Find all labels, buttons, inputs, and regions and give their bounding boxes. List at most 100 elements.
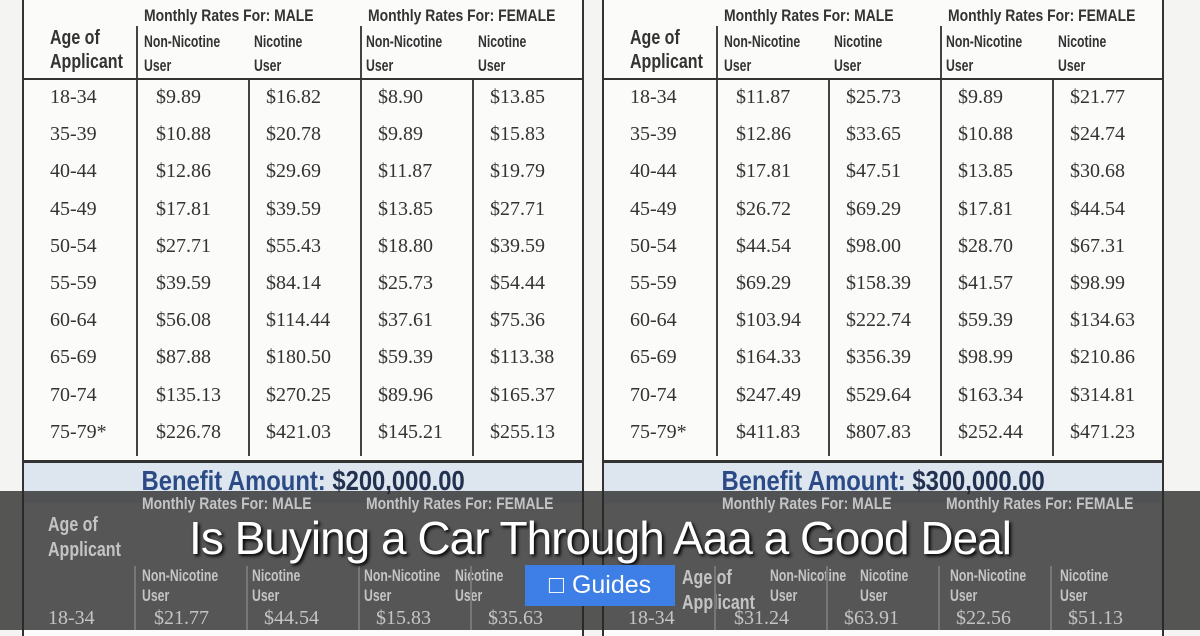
table-row: 60-64 $56.08 $114.44 $37.61 $75.36: [24, 303, 582, 340]
benefit-text: Benefit Amount: $300,000.00: [721, 465, 1044, 497]
rate-cell: $529.64: [846, 383, 911, 406]
table-row: 65-69 $164.33 $356.39 $98.99 $210.86: [604, 340, 1162, 377]
table-row: 60-64 $103.94 $222.74 $59.39 $134.63: [604, 303, 1162, 340]
age-header: Age of Applicant: [50, 27, 123, 73]
rate-cell: $13.85: [490, 86, 545, 108]
rate-cell: $158.39: [846, 271, 911, 294]
rate-cell: $9.89: [958, 86, 1003, 108]
rate-cell: $39.59: [156, 271, 211, 294]
rate-cell: $10.88: [958, 123, 1013, 146]
age-cell: 45-49: [50, 197, 97, 220]
nicotine-header: Nicotine User: [834, 32, 883, 75]
rate-cell: $9.89: [378, 123, 423, 146]
rate-cell: $25.73: [378, 271, 433, 294]
nicotine-header: Nicotine User: [254, 32, 303, 75]
rate-cell: $21.77: [1070, 86, 1125, 108]
age-cell: 70-74: [630, 383, 677, 406]
rate-cell: $44.54: [1070, 197, 1125, 220]
column-divider: [472, 80, 474, 456]
rate-cell: $17.81: [156, 197, 211, 220]
table-row: 18-34 $9.89 $16.82 $8.90 $13.85: [24, 80, 582, 117]
rate-cell: $114.44: [266, 309, 331, 332]
age-cell: 70-74: [50, 383, 97, 406]
benefit-value: $200,000.00: [332, 465, 465, 496]
benefit-amount: Benefit Amount: $200,000.00: [24, 465, 582, 497]
rate-cell: $180.50: [266, 346, 331, 369]
rate-cell: $69.29: [846, 197, 901, 220]
rate-cell: $12.86: [156, 160, 211, 183]
rate-cell: $164.33: [736, 346, 801, 369]
age-header: Age of Applicant: [630, 27, 703, 73]
table-header: Age of Applicant Monthly Rates For: MALE M…: [24, 0, 582, 80]
age-cell: 18-34: [50, 86, 97, 108]
age-cell: 35-39: [50, 123, 97, 146]
age-cell: 50-54: [630, 234, 677, 257]
table-row: 55-59 $39.59 $84.14 $25.73 $54.44: [24, 266, 582, 303]
table-body: 18-34 $11.87 $25.73 $9.89 $21.77 35-39 $12.86 $…: [604, 80, 1162, 456]
age-cell: 35-39: [630, 123, 677, 146]
rate-cell: $20.78: [266, 123, 321, 146]
table-row: 55-59 $69.29 $158.39 $41.57 $98.99: [604, 266, 1162, 303]
column-divider: [828, 80, 830, 456]
rate-cell: $59.39: [958, 309, 1013, 332]
age-cell: 75-79*: [630, 420, 687, 443]
table-row: 70-74 $135.13 $270.25 $89.96 $165.37: [24, 378, 582, 415]
rate-cell: $16.82: [266, 86, 321, 108]
rate-cell: $103.94: [736, 309, 801, 332]
rate-cell: $24.74: [1070, 123, 1125, 146]
rate-cell: $26.72: [736, 197, 791, 220]
rate-cell: $471.23: [1070, 420, 1135, 443]
table-body: 18-34 $9.89 $16.82 $8.90 $13.85 35-39 $10.88 $2…: [24, 80, 582, 456]
rate-cell: $270.25: [266, 383, 331, 406]
table-row: 40-44 $12.86 $29.69 $11.87 $19.79: [24, 154, 582, 191]
male-group-header: Monthly Rates For: MALE: [144, 6, 314, 25]
rate-cell: $113.38: [490, 346, 555, 369]
nicotine-header: Nicotine User: [478, 32, 527, 75]
rate-cell: $41.57: [958, 271, 1013, 294]
rate-cell: $13.85: [958, 160, 1013, 183]
category-badge-guides[interactable]: □ Guides: [525, 565, 675, 606]
rate-cell: $411.83: [736, 420, 801, 443]
rate-cell: $807.83: [846, 420, 911, 443]
rate-cell: $98.00: [846, 234, 901, 257]
rate-cell: $255.13: [490, 420, 555, 443]
age-cell: 60-64: [50, 309, 97, 332]
rate-cell: $56.08: [156, 309, 211, 332]
column-divider: [136, 26, 138, 78]
rate-cell: $17.81: [958, 197, 1013, 220]
non-nicotine-header: Non-Nicotine User: [724, 32, 801, 75]
column-divider: [1052, 80, 1054, 456]
folder-icon: □: [548, 571, 564, 599]
non-nicotine-header: Non-Nicotine User: [366, 32, 443, 75]
rate-cell: $59.39: [378, 346, 433, 369]
rate-cell: $18.80: [378, 234, 433, 257]
rate-cell: $87.88: [156, 346, 211, 369]
rate-cell: $27.71: [156, 234, 211, 257]
table-row: 35-39 $10.88 $20.78 $9.89 $15.83: [24, 117, 582, 154]
female-group-header: Monthly Rates For: FEMALE: [368, 6, 556, 25]
age-cell: 18-34: [630, 86, 677, 108]
rate-cell: $25.73: [846, 86, 901, 108]
rate-cell: $314.81: [1070, 383, 1135, 406]
rate-cell: $47.51: [846, 160, 901, 183]
benefit-label: Benefit Amount:: [721, 465, 906, 496]
rate-cell: $44.54: [736, 234, 791, 257]
rate-cell: $55.43: [266, 234, 321, 257]
rate-cell: $39.59: [266, 197, 321, 220]
table-header: Age of Applicant Monthly Rates For: MALE M…: [604, 0, 1162, 80]
age-cell: 40-44: [630, 160, 677, 183]
rate-cell: $37.61: [378, 309, 433, 332]
rate-cell: $33.65: [846, 123, 901, 146]
rate-cell: $226.78: [156, 420, 221, 443]
table-row: 75-79* $411.83 $807.83 $252.44 $471.23: [604, 415, 1162, 452]
post-title[interactable]: Is Buying a Car Through Aaa a Good Deal: [189, 512, 1012, 564]
rate-cell: $145.21: [378, 420, 443, 443]
column-divider: [248, 80, 250, 456]
rate-cell: $11.87: [378, 160, 433, 183]
rate-cell: $39.59: [490, 234, 545, 257]
rate-cell: $11.87: [736, 86, 791, 108]
rate-cell: $27.71: [490, 197, 545, 220]
rate-cell: $29.69: [266, 160, 321, 183]
male-group-header: Monthly Rates For: MALE: [724, 6, 894, 25]
table-row: 65-69 $87.88 $180.50 $59.39 $113.38: [24, 340, 582, 377]
